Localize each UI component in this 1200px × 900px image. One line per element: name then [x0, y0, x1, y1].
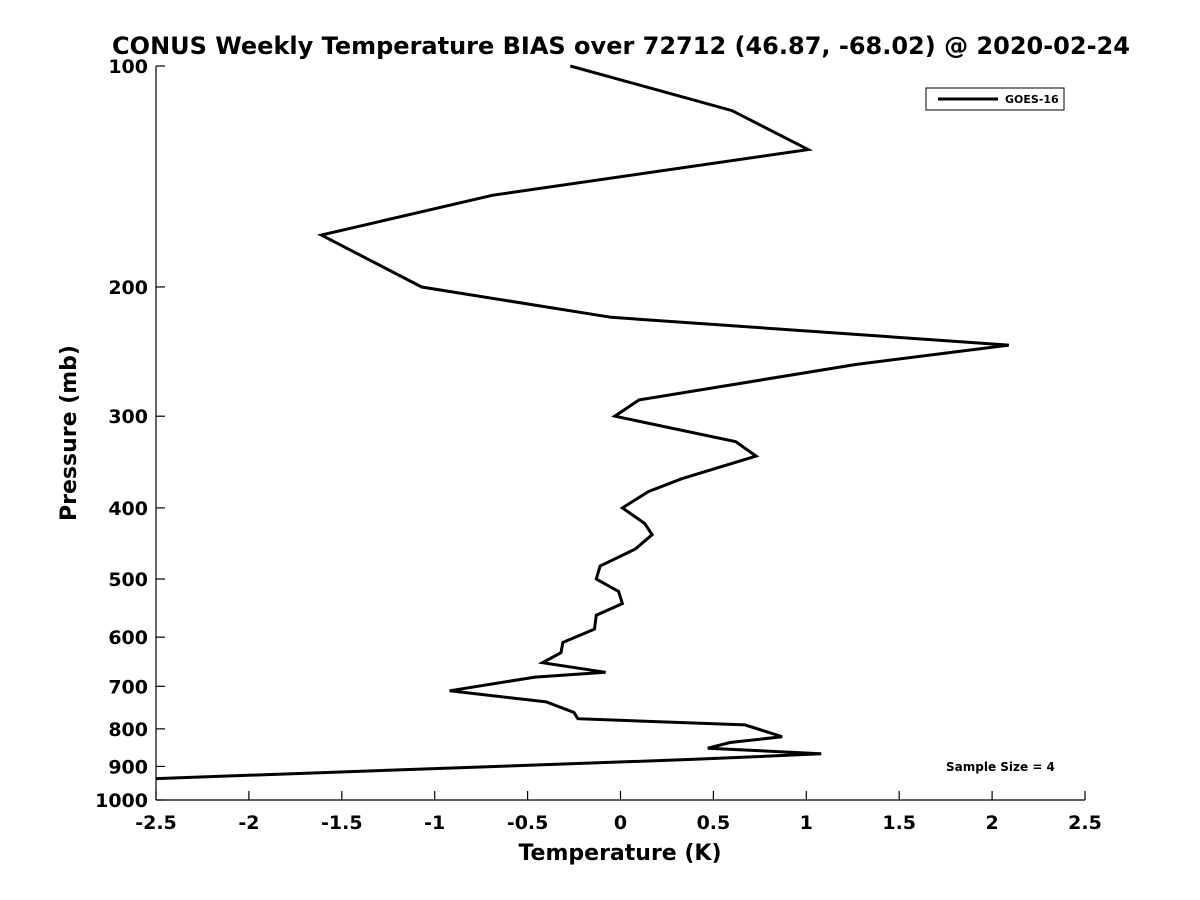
sample-size-annotation: Sample Size = 4 [946, 760, 1055, 774]
y-tick-label: 700 [108, 676, 148, 698]
y-tick-label: 300 [108, 406, 148, 428]
y-tick-label: 1000 [95, 790, 148, 812]
y-tick-label: 200 [108, 277, 148, 299]
x-tick-label: -1.5 [321, 812, 363, 834]
y-axis-ticks: 100 200 300 400 500 600 700 800 900 1000 [95, 56, 165, 812]
x-tick-label: 0 [614, 812, 627, 834]
series-layer [155, 64, 1009, 781]
legend-label-goes-16: GOES-16 [1005, 93, 1059, 106]
y-tick-label: 100 [108, 56, 148, 78]
x-axis-ticks: -2.5 -2 -1.5 -1 -0.5 0 0.5 1 1.5 2 2.5 [135, 791, 1102, 834]
x-tick-label: 0.5 [697, 812, 731, 834]
chart-title: CONUS Weekly Temperature BIAS over 72712… [112, 32, 1130, 60]
y-axis-label: Pressure (mb) [57, 345, 82, 521]
x-tick-label: -1 [424, 812, 445, 834]
x-tick-label: 1.5 [882, 812, 916, 834]
x-tick-label: -2 [238, 812, 259, 834]
x-tick-label: 1 [800, 812, 813, 834]
x-tick-label: -0.5 [507, 812, 549, 834]
x-tick-label: 2.5 [1068, 812, 1102, 834]
y-tick-label: 600 [108, 627, 148, 649]
legend: GOES-16 [925, 87, 1065, 111]
x-axis-label: Temperature (K) [518, 841, 721, 866]
y-tick-label: 400 [108, 498, 148, 520]
x-tick-label: 2 [985, 812, 998, 834]
x-tick-label: -2.5 [135, 812, 177, 834]
y-tick-label: 800 [108, 719, 148, 741]
y-tick-label: 900 [108, 756, 148, 778]
y-tick-label: 500 [108, 569, 148, 591]
series-line-goes-16 [155, 64, 1009, 781]
